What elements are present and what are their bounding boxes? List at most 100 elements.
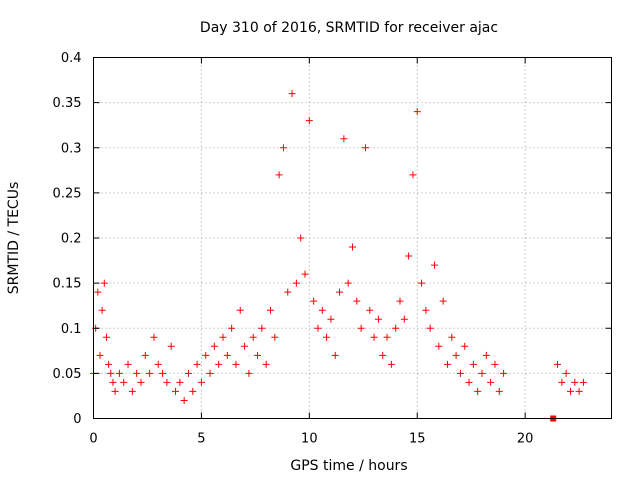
data-point: [288, 90, 296, 98]
data-point: [141, 351, 149, 359]
data-point: [189, 387, 197, 395]
data-point: [366, 306, 374, 314]
data-point: [566, 387, 574, 395]
data-point: [150, 333, 158, 341]
data-point: [96, 351, 104, 359]
data-point: [105, 360, 113, 368]
x-axis-label: GPS time / hours: [290, 458, 407, 474]
data-point: [206, 369, 214, 377]
x-tick-label: 15: [409, 432, 426, 447]
grid-lines: [93, 57, 612, 419]
data-point: [202, 351, 210, 359]
data-point: [176, 378, 184, 386]
y-tick-label: 0.3: [61, 141, 82, 156]
y-tick-label: 0.4: [61, 51, 82, 66]
data-point: [405, 252, 413, 260]
data-point: [357, 324, 365, 332]
data-point: [318, 306, 326, 314]
data-point: [100, 279, 108, 287]
data-point: [340, 135, 348, 143]
data-point: [500, 369, 508, 377]
data-point: [172, 387, 180, 395]
data-point: [279, 144, 287, 152]
data-point: [154, 360, 162, 368]
data-point: [109, 378, 117, 386]
y-tick-label: 0: [73, 412, 81, 427]
data-point: [128, 387, 136, 395]
data-point: [400, 315, 408, 323]
data-point: [241, 342, 249, 350]
data-point: [94, 288, 102, 296]
data-point: [482, 351, 490, 359]
data-point: [558, 378, 566, 386]
data-point: [461, 342, 469, 350]
data-point: [396, 297, 404, 305]
data-point: [331, 351, 339, 359]
y-tick-label: 0.15: [53, 277, 82, 292]
data-point: [349, 243, 356, 251]
data-point: [361, 144, 369, 152]
y-axis-label: SRMTID / TECUs: [6, 182, 22, 295]
data-point: [579, 378, 587, 386]
data-point: [301, 270, 309, 278]
data-point: [223, 351, 231, 359]
data-point: [327, 315, 335, 323]
y-tick-label: 0.2: [61, 232, 82, 247]
data-point: [478, 369, 486, 377]
x-tick-label: 0: [89, 432, 97, 447]
data-point: [124, 360, 132, 368]
data-point: [495, 387, 503, 395]
data-point: [310, 297, 318, 305]
data-point: [254, 351, 262, 359]
data-point: [184, 369, 192, 377]
y-tick-label: 0.35: [53, 96, 82, 111]
data-point: [292, 279, 300, 287]
x-tick-label: 20: [517, 432, 534, 447]
data-point: [465, 378, 473, 386]
data-point: [262, 360, 270, 368]
data-point: [98, 306, 106, 314]
data-point: [232, 360, 240, 368]
data-point: [418, 279, 426, 287]
data-point: [562, 369, 570, 377]
data-point: [258, 324, 266, 332]
data-point: [133, 369, 141, 377]
data-point: [193, 360, 201, 368]
data-point: [469, 360, 477, 368]
data-point: [344, 279, 352, 287]
data-point: [245, 369, 253, 377]
data-point: [284, 288, 292, 296]
data-point: [439, 297, 447, 305]
data-point: [236, 306, 244, 314]
data-point: [379, 351, 387, 359]
data-point: [266, 306, 274, 314]
data-point: [487, 378, 495, 386]
data-point: [210, 342, 218, 350]
y-tick-label: 0.1: [61, 322, 82, 337]
data-point: [426, 324, 434, 332]
data-point: [474, 387, 482, 395]
data-point: [219, 333, 227, 341]
data-point: [353, 297, 361, 305]
data-point: [305, 117, 313, 125]
y-tick-label: 0.25: [53, 186, 82, 201]
x-tick-label: 5: [197, 432, 205, 447]
data-point: [409, 171, 417, 179]
chart-title: Day 310 of 2016, SRMTID for receiver aja…: [200, 20, 498, 36]
data-point: [163, 378, 171, 386]
data-point: [167, 342, 175, 350]
data-point: [107, 369, 115, 377]
data-point: [159, 369, 167, 377]
data-point: [448, 333, 456, 341]
data-point: [314, 324, 322, 332]
data-point: [323, 333, 331, 341]
data-point: [120, 378, 128, 386]
y-tick-label: 0.05: [53, 367, 82, 382]
data-point: [443, 360, 451, 368]
data-point: [115, 369, 123, 377]
data-point: [422, 306, 430, 314]
axis-ticks: 0 0.05 0.1 0.15 0.2 0.25 0.3 0.35 0.4 0 5 10 15 20: [53, 51, 612, 447]
data-point: [336, 288, 344, 296]
data-point: [575, 387, 583, 395]
